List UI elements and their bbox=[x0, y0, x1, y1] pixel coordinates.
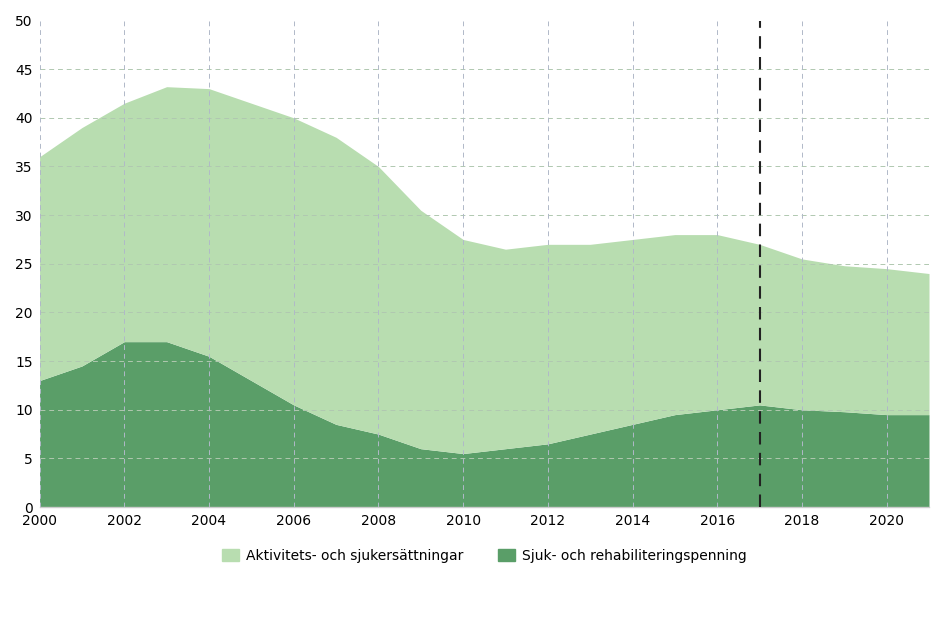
Legend: Aktivitets- och sjukersättningar, Sjuk- och rehabiliteringspenning: Aktivitets- och sjukersättningar, Sjuk- … bbox=[217, 543, 751, 568]
